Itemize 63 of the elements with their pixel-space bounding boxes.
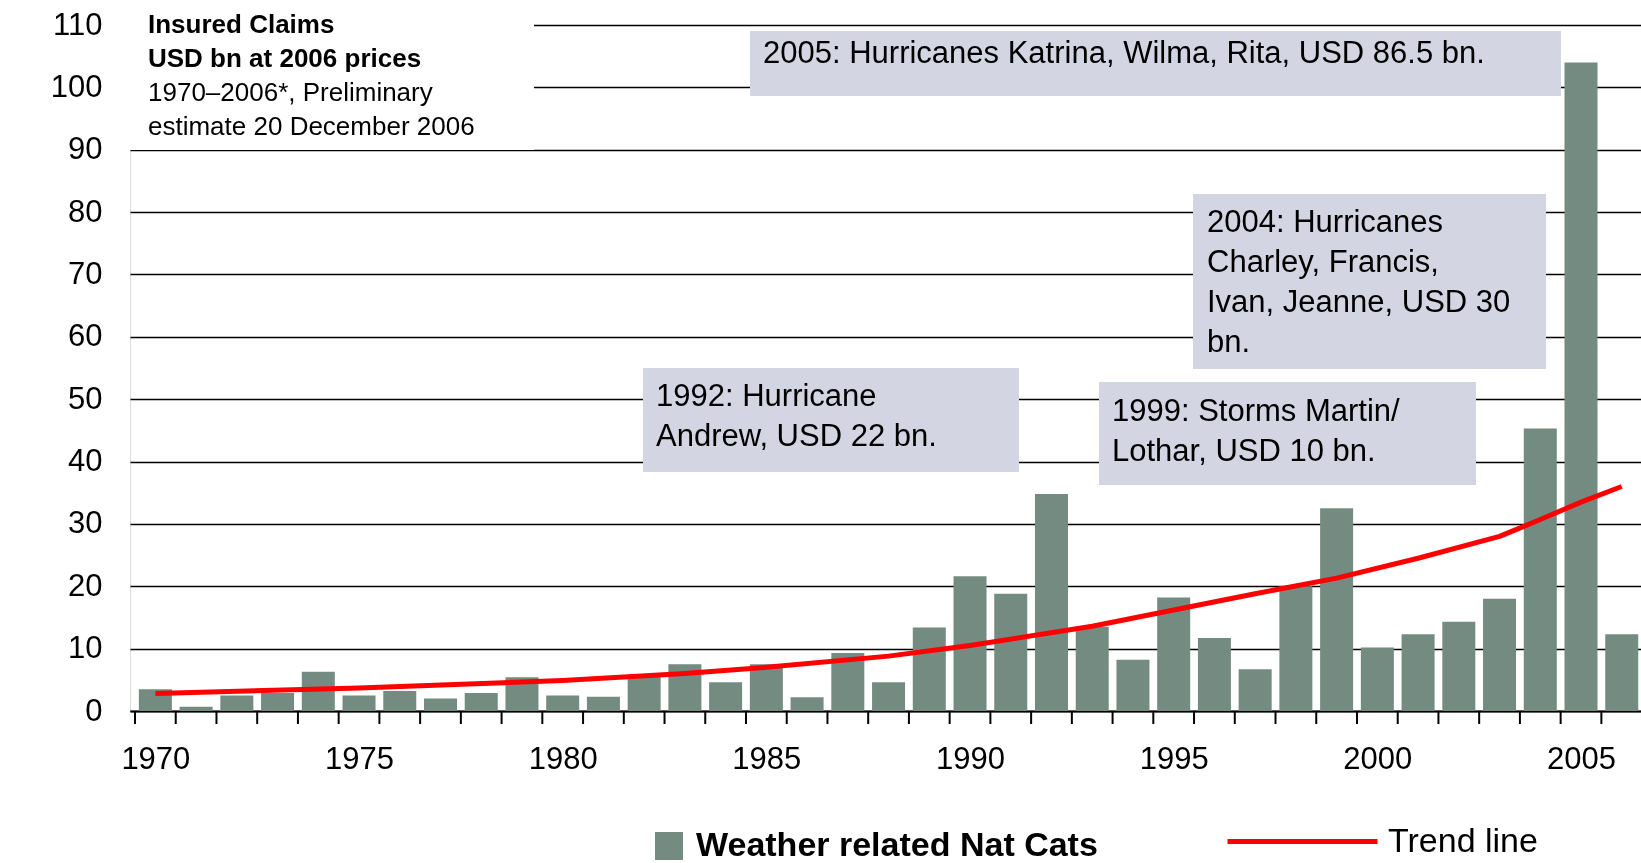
bar [953,576,987,711]
bar [586,696,620,711]
x-tick-label: 1970 [121,740,191,776]
bar [1523,428,1557,711]
bar [1034,493,1068,711]
bar [261,692,295,711]
x-tick-label: 1980 [528,740,598,776]
bar [831,653,865,711]
bar [1197,638,1231,711]
bar [790,697,824,711]
bar [1442,621,1476,711]
y-tick-label: 50 [68,380,103,416]
y-tick-label: 0 [85,692,103,728]
y-tick-label: 20 [68,567,103,603]
chart-title: Insured Claims [148,9,335,39]
text: USD bn at 2006 prices [148,43,422,73]
x-tick-label: 2000 [1343,740,1413,776]
annotation: 2005: Hurricanes Katrina, Wilma, Rita, USD 86.5 bn. [763,35,1485,70]
x-tick-label: 1975 [325,740,395,776]
bar [749,664,783,711]
bar [709,682,743,711]
x-tick-label: 2005 [1547,740,1616,776]
bar [1157,597,1191,711]
y-tick-label: 40 [68,443,103,479]
y-tick-label: 110 [53,6,103,42]
bar [1116,659,1150,711]
bar [1360,647,1394,711]
bar [179,706,213,711]
bar [872,682,906,711]
bar [1075,626,1109,711]
annotation: 1970–2006*, Preliminary estimate 20 December 2006 [148,77,475,141]
y-tick-label: 10 [68,630,103,666]
x-tick-label: 1995 [1139,740,1209,776]
bar [1483,598,1517,711]
y-tick-label: 30 [68,505,103,541]
y-tick-label: 90 [68,131,103,167]
y-tick-label: 80 [68,193,103,229]
x-tick-label: 1990 [936,740,1005,776]
y-tick-label: 60 [68,318,103,354]
bar [1605,634,1639,711]
bar [546,695,580,711]
annotation: 1992: Hurricane Andrew, USD 22 bn. [656,378,937,453]
bar [994,593,1028,711]
bar [220,695,254,711]
bar [342,695,376,711]
bar [1401,634,1435,711]
legend-label: Weather related Nat Cats [696,825,1098,863]
bar [424,698,457,711]
x-tick-label: 1985 [732,740,802,776]
bar [1564,62,1598,711]
bar [627,675,661,711]
y-tick-label: 70 [68,255,103,291]
y-tick-label: 100 [50,68,103,104]
bar [668,664,702,711]
bar [383,691,417,711]
bar [912,627,946,711]
bar [1238,669,1272,711]
annotation: 2004: Hurricanes Charley, Francis, Ivan, Jeanne, USD 30 bn. [1207,204,1511,359]
bar [1279,586,1313,711]
bar [1320,508,1354,711]
bar [464,692,498,711]
annotation: 1999: Storms Martin/ Lothar, USD 10 bn. [1112,393,1401,468]
legend-label: Trend line [1388,820,1538,859]
